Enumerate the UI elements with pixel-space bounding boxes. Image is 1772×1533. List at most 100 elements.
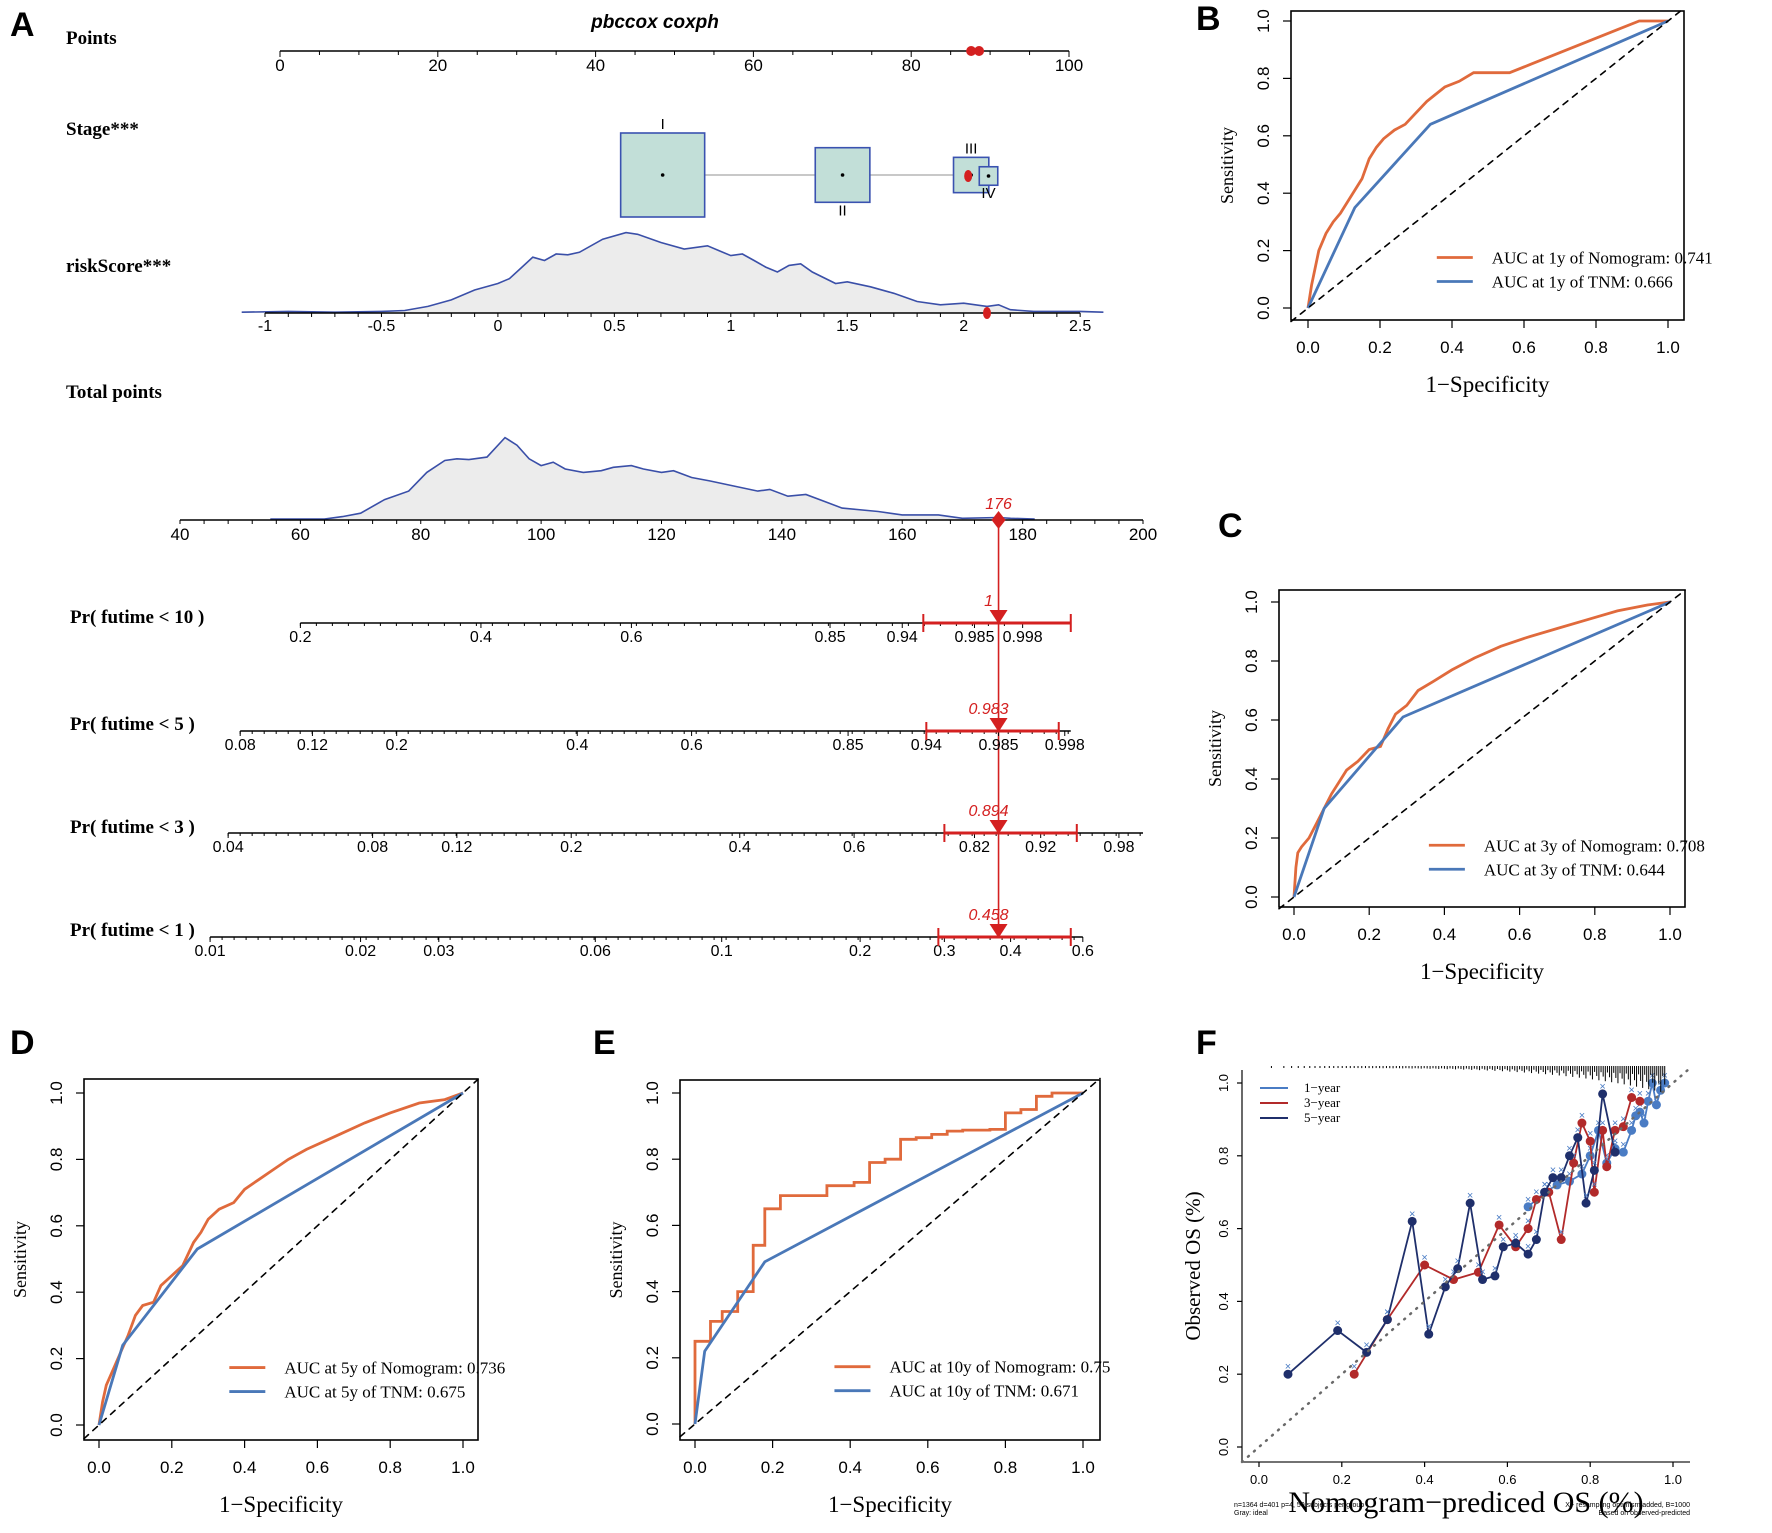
reference-line: [679, 1077, 1101, 1438]
optimism-x-marker: ×: [1533, 1186, 1539, 1198]
riskscore-tick-label: -1: [258, 318, 272, 335]
optimism-x-marker: ×: [1604, 1154, 1610, 1166]
totalpoints-tick-label: 140: [768, 525, 796, 544]
optimism-x-marker: ×: [1384, 1307, 1390, 1319]
riskscore-tick-label: 2.5: [1069, 318, 1091, 335]
prob-tick-label: 0.82: [959, 839, 990, 856]
y-tick-label: 1.0: [47, 1081, 66, 1105]
y-axis-title: Observed OS (%): [1181, 1191, 1205, 1340]
prob-marker-arrow: [989, 718, 1008, 732]
optimism-x-marker: ×: [1558, 1165, 1564, 1177]
calibration-point: [1651, 1100, 1661, 1110]
points-marker: [974, 46, 985, 56]
y-tick-label: 0.2: [643, 1346, 662, 1370]
calibration-point: [1420, 1260, 1430, 1270]
x-tick-label: 0.4: [1440, 338, 1464, 357]
calibration-point: [1585, 1136, 1595, 1146]
calibration-point: [1523, 1224, 1533, 1234]
calibration-point: [1283, 1369, 1293, 1379]
calibration-point: [1490, 1271, 1500, 1281]
calibration-point: [1494, 1220, 1504, 1230]
optimism-x-marker: ×: [1604, 1150, 1610, 1162]
y-tick-label: 0.4: [47, 1280, 66, 1304]
prob-tick-label: 0.1: [711, 943, 733, 960]
panel-label-f: F: [1196, 1024, 1217, 1062]
optimism-x-marker: ×: [1566, 1143, 1572, 1155]
series-line-1: [693, 1091, 1084, 1425]
optimism-x-marker: ×: [1591, 1157, 1597, 1169]
legend-label: AUC at 10y of Nomogram: 0.75: [889, 1358, 1110, 1377]
stage-label: I: [661, 116, 665, 133]
reference-line: [83, 1078, 479, 1440]
prob-tick-label: 0.12: [297, 737, 328, 754]
panel-f-plot: 0.0 0.2 0.4 0.6 0.8 1.0 0.0 0.2 0.4 0.6 0.8 1.0 Nomo…: [1181, 1066, 1692, 1519]
points-tick-label: 20: [428, 56, 447, 75]
optimism-x-marker: ×: [1512, 1230, 1518, 1242]
x-tick-label: 0.4: [838, 1458, 862, 1477]
optimism-x-marker: ×: [1558, 1227, 1564, 1239]
y-tick-label: 0.6: [1254, 124, 1273, 148]
calibration-point: [1573, 1133, 1583, 1143]
optimism-x-marker: ×: [1426, 1321, 1432, 1333]
prob-tick-label: 0.2: [849, 943, 871, 960]
optimism-x-marker: ×: [1409, 1208, 1415, 1220]
riskscore-marker: [982, 307, 991, 319]
y-axis-title: Sensitivity: [606, 1221, 626, 1298]
row-label: Points: [66, 28, 117, 49]
optimism-x-marker: ×: [1541, 1179, 1547, 1191]
prob-tick-label: 0.12: [441, 839, 472, 856]
legend-label: AUC at 5y of TNM: 0.675: [284, 1383, 465, 1402]
footnote-left: n=1364 d=401 p=4, 50 subjects per group: [1234, 1502, 1364, 1509]
stage-box-center: [986, 174, 991, 178]
x-tick-label: 0.2: [160, 1458, 184, 1477]
optimism-x-marker: ×: [1612, 1117, 1618, 1129]
calibration-point: [1627, 1125, 1637, 1135]
optimism-x-marker: ×: [1450, 1267, 1456, 1279]
optimism-x-marker: ×: [1492, 1263, 1498, 1275]
prob-tick-label: 0.4: [566, 737, 588, 754]
optimism-x-marker: ×: [1633, 1103, 1639, 1115]
prob-tick-label: 0.98: [1103, 839, 1134, 856]
y-axis-title: Sensitivity: [1205, 710, 1225, 787]
x-axis-title: Nomogram−prediced OS (%): [1288, 1486, 1643, 1519]
calibration-point: [1465, 1198, 1475, 1208]
riskscore-tick-label: 0.5: [603, 318, 625, 335]
x-tick-label: 0.6: [1508, 925, 1532, 944]
series-line-1: [1292, 600, 1671, 898]
x-axis-title: 1−Specificity: [828, 1492, 953, 1517]
totalpoints-tick-label: 100: [527, 525, 555, 544]
totalpoints-value-label: 176: [985, 496, 1012, 513]
calibration-point: [1498, 1242, 1508, 1252]
optimism-x-marker: ×: [1579, 1110, 1585, 1122]
x-tick-label: 0.8: [1584, 338, 1608, 357]
points-tick-label: 40: [586, 56, 605, 75]
x-axis-title: 1−Specificity: [219, 1492, 344, 1517]
x-tick-label: 0.4: [1416, 1472, 1434, 1487]
x-tick-label: 1.0: [451, 1458, 475, 1477]
prob-tick-label: 0.985: [954, 629, 994, 646]
calibration-point: [1382, 1315, 1392, 1325]
row-label: Pr( futime < 1 ): [70, 920, 195, 941]
panel-e-plot: 0.0 0.2 0.4 0.6 0.8 1.0 0.0 0.2 0.4 0.6 0.8 1.0 1−Sp…: [606, 1077, 1110, 1517]
y-tick-label: 0.4: [1216, 1292, 1231, 1310]
prob-value-label: 1: [984, 593, 993, 610]
calibration-point: [1407, 1216, 1417, 1226]
x-tick-label: 1.0: [1664, 1472, 1682, 1487]
prob-tick-label: 0.6: [620, 629, 642, 646]
prob-marker-arrow: [989, 820, 1008, 834]
x-tick-label: 0.6: [1512, 338, 1536, 357]
prob-tick-label: 0.998: [1045, 737, 1085, 754]
y-tick-label: 0.0: [1216, 1438, 1231, 1456]
optimism-x-marker: ×: [1637, 1088, 1643, 1100]
row-label: Pr( futime < 10 ): [70, 607, 204, 628]
prob-tick-label: 0.06: [580, 943, 611, 960]
prob-tick-label: 0.94: [887, 629, 918, 646]
calibration-point: [1333, 1326, 1343, 1336]
totalpoints-density-line: [270, 436, 1035, 520]
prob-tick-label: 0.6: [680, 737, 702, 754]
prob-tick-label: 0.04: [213, 839, 244, 856]
panel-d-plot: 0.0 0.2 0.4 0.6 0.8 1.0 0.0 0.2 0.4 0.6 0.8 1.0 1−Sp…: [10, 1078, 505, 1517]
legend-label: 3−year: [1304, 1095, 1341, 1110]
riskscore-density-line: [241, 231, 1104, 314]
calibration-point: [1577, 1118, 1587, 1128]
